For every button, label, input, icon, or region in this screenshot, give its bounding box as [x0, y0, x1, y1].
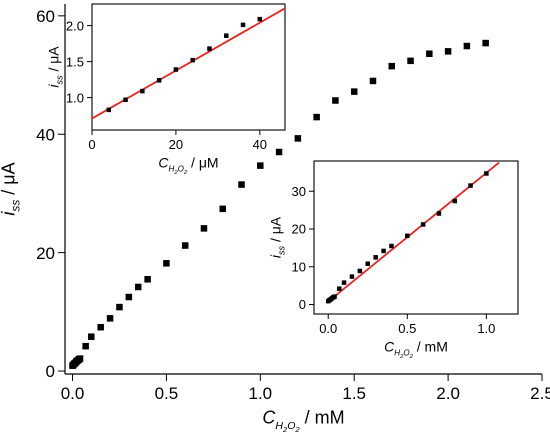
plot-frame: [313, 160, 519, 315]
x-tick-label: 0.5: [155, 384, 179, 403]
x-tick-label: 1.0: [248, 384, 272, 403]
panel-inset-low: 0 20 40 1.0 1.5 2.0 CH2O2 / μM iss / μA: [45, 3, 286, 177]
data-point: [407, 57, 414, 65]
x-axis-title: CH2O2 / mM: [262, 408, 344, 435]
data-point: [426, 50, 433, 57]
y-tick-label: 40: [36, 125, 55, 144]
y-tick-label: 1.0: [66, 90, 84, 105]
x-tick-label: 1.5: [342, 384, 366, 403]
data-point: [294, 135, 302, 142]
panel-main: 0.0 0.5 1.0 1.5 2.0 2.5 0 20 40 60 CH2O2 / mM iss /…: [0, 4, 550, 434]
data-point: [420, 222, 426, 227]
data-point: [463, 42, 471, 50]
data-point: [373, 255, 378, 260]
data-point: [76, 355, 84, 362]
panel-inset-high: 0.0 0.5 1.0 0 10 20 30 CH2O2 / mM iss / μA: [267, 160, 519, 361]
data-point: [140, 88, 145, 94]
x-tick-label: 0.5: [398, 321, 416, 336]
data-point: [207, 46, 212, 51]
y-tick-label: 2.0: [66, 18, 84, 33]
y-tick-label: 1.5: [66, 54, 84, 69]
data-point: [173, 67, 179, 72]
data-point: [88, 333, 95, 340]
data-point: [365, 261, 371, 267]
data-point: [257, 16, 263, 22]
x-tick-label: 2.0: [436, 384, 460, 403]
data-point: [97, 323, 104, 331]
data-point: [436, 211, 442, 216]
data-point: [257, 162, 264, 169]
x-tick-label: 20: [169, 137, 183, 152]
x-tick-label: 1.0: [477, 321, 495, 336]
data-point: [341, 280, 347, 285]
y-tick-label: 10: [292, 259, 306, 274]
data-point: [332, 294, 337, 299]
data-point: [116, 303, 123, 311]
data-point: [200, 225, 208, 232]
data-point: [369, 77, 377, 85]
y-tick-label: 0: [46, 362, 55, 381]
data-point: [190, 57, 195, 63]
data-point: [82, 342, 89, 350]
x-tick-label: 0.0: [61, 384, 85, 403]
data-point: [275, 148, 283, 156]
x-tick-label: 0.0: [319, 321, 337, 336]
y-axis-title: iss / μA: [45, 46, 64, 88]
data-point: [405, 233, 410, 239]
data-point: [357, 268, 363, 274]
y-tick-label: 0: [299, 297, 306, 312]
data-point: [106, 107, 112, 113]
data-point: [452, 198, 457, 204]
data-point: [224, 33, 229, 38]
data-point: [238, 181, 245, 188]
y-tick-label: 60: [36, 7, 55, 26]
data-point: [240, 22, 246, 28]
data-point: [219, 205, 226, 213]
data-point: [144, 276, 151, 283]
data-point: [163, 260, 170, 267]
y-tick-label: 30: [292, 184, 306, 199]
x-tick-label: 40: [253, 137, 267, 152]
y-tick-label: 20: [292, 222, 306, 237]
data-point: [350, 88, 358, 95]
data-point: [444, 48, 452, 55]
data-point: [156, 78, 162, 83]
data-point: [134, 283, 142, 291]
data-point: [381, 248, 386, 254]
x-tick-label: 0: [88, 137, 95, 152]
x-axis-title: CH2O2 / mM: [384, 339, 448, 361]
data-point: [332, 97, 339, 104]
y-axis-title: iss / μA: [267, 216, 286, 258]
data-point: [482, 39, 489, 47]
data-point: [388, 62, 396, 70]
x-tick-label: 2.5: [530, 384, 550, 403]
data-point: [484, 171, 489, 176]
x-axis-title: CH2O2 / μM: [158, 155, 218, 177]
data-point: [349, 274, 355, 279]
y-axis-title: iss / μA: [0, 162, 23, 215]
data-point: [125, 293, 133, 301]
data-point: [123, 97, 128, 103]
plot-frame: [91, 3, 286, 131]
data-point: [337, 286, 342, 291]
data-point: [106, 315, 114, 322]
data-point: [389, 243, 394, 249]
y-tick-label: 20: [36, 244, 55, 263]
data-point: [181, 242, 189, 249]
data-point: [313, 113, 320, 121]
data-point: [468, 183, 473, 188]
